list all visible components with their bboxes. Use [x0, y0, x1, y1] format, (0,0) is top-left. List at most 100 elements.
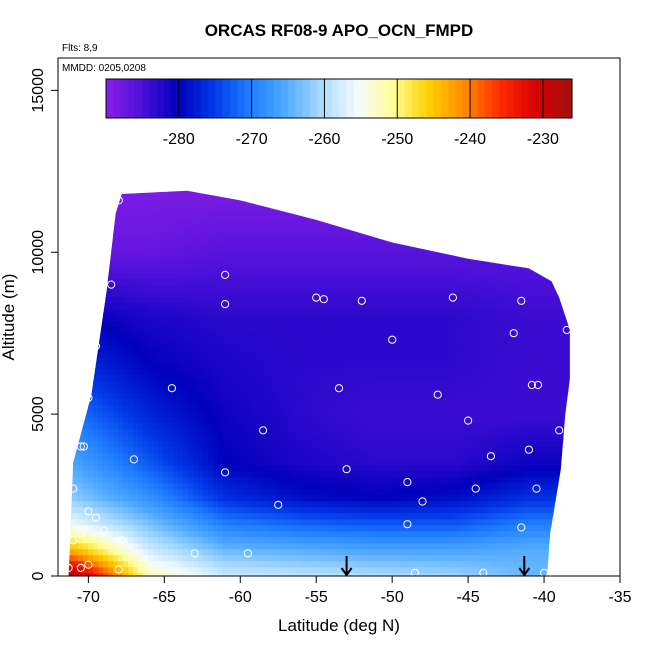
colorbar-segment	[535, 79, 544, 118]
colorbar-segment	[455, 79, 464, 118]
sample-point	[69, 536, 78, 545]
colorbar-segment	[193, 79, 202, 118]
y-tick-label: 10000	[30, 230, 47, 275]
flights-note: Flts: 8,9	[62, 43, 98, 54]
sample-point	[517, 296, 526, 305]
colorbar-segment	[521, 79, 529, 118]
colorbar-segment	[157, 79, 165, 118]
x-tick-label: -55	[305, 589, 328, 606]
colorbar-segment	[470, 79, 478, 118]
sample-point	[76, 442, 85, 451]
colorbar-segment	[200, 79, 209, 118]
colorbar-segment	[309, 79, 318, 118]
colorbar-tick-label: -280	[163, 131, 195, 148]
sample-point	[129, 455, 138, 464]
sample-point	[418, 497, 427, 506]
colorbar-segment	[149, 79, 158, 118]
x-tick-label: -50	[381, 589, 404, 606]
sample-point	[91, 342, 101, 351]
sample-point	[243, 549, 252, 558]
colorbar-segment	[499, 79, 508, 118]
sample-point	[342, 465, 351, 474]
x-tick-label: -35	[608, 589, 631, 606]
colorbar-segment	[317, 79, 326, 118]
colorbar-tick-label: -260	[308, 131, 340, 148]
colorbar-tick-label: -250	[381, 131, 413, 148]
colorbar-segment	[186, 79, 194, 118]
colorbar-segment	[164, 79, 173, 118]
y-tick-label: 0	[30, 571, 47, 580]
colorbar-segment	[106, 79, 114, 118]
sample-point	[259, 426, 268, 435]
sample-point	[403, 520, 412, 529]
sample-point	[274, 500, 283, 509]
colorbar-segment	[375, 79, 384, 118]
colorbar-segment	[346, 79, 355, 118]
sample-point	[533, 380, 543, 390]
sample-point	[562, 325, 571, 335]
colorbar-segment	[178, 79, 187, 118]
sample-point	[532, 484, 541, 493]
colorbar-segment	[528, 79, 537, 118]
colorbar-segment	[564, 79, 573, 118]
colorbar-segment	[397, 79, 406, 118]
y-tick-label: 5000	[30, 396, 47, 432]
colorbar-segment	[419, 79, 427, 118]
sample-point	[84, 507, 93, 516]
sample-point	[91, 513, 101, 522]
sample-point	[319, 295, 328, 304]
colorbar-tick-label: -270	[236, 131, 268, 148]
sample-point	[107, 280, 116, 289]
flight-arrow-head	[518, 567, 531, 577]
x-tick-label: -65	[153, 589, 176, 606]
colorbar-segment	[433, 79, 442, 118]
sample-point	[221, 300, 230, 309]
sample-point	[357, 296, 366, 305]
sample-point	[555, 283, 564, 292]
x-tick-label: -70	[77, 589, 100, 606]
sample-point	[84, 560, 93, 569]
sample-point	[527, 380, 537, 390]
colorbar-segment	[440, 79, 449, 118]
colorbar-segment	[513, 79, 522, 118]
y-axis: 0 5000 10000 15000	[30, 68, 58, 580]
colorbar-segment	[113, 79, 122, 118]
colorbar-segment	[207, 79, 216, 118]
colorbar-segment	[448, 79, 457, 118]
sample-point	[555, 426, 564, 435]
colorbar-tick-label: -230	[527, 131, 559, 148]
colorbar-segment	[266, 79, 275, 118]
sample-point	[167, 384, 176, 393]
sample-point	[76, 529, 85, 539]
colorbar-segment	[353, 79, 362, 118]
colorbar-segment	[273, 79, 282, 118]
colorbar-segment	[280, 79, 289, 118]
flight-arrow-head	[340, 567, 353, 577]
colorbar-segment	[142, 79, 151, 118]
sample-point	[509, 329, 518, 338]
colorbar-segment	[404, 79, 413, 118]
sample-point	[114, 565, 123, 574]
colorbar-segment	[171, 79, 180, 118]
colorbar-segment	[477, 79, 486, 118]
heatmap-field	[68, 190, 570, 576]
colorbar-segment	[258, 79, 267, 118]
sample-point	[76, 563, 85, 573]
sample-point	[334, 384, 344, 393]
dates-note: MMDD: 0205,0208	[62, 63, 146, 74]
colorbar: -280 -270 -260 -250 -240 -230	[105, 78, 573, 148]
colorbar-segment	[506, 79, 515, 118]
sample-point	[433, 390, 442, 399]
sample-point	[517, 523, 526, 532]
colorbar-segment	[127, 79, 136, 118]
colorbar-segment	[339, 79, 347, 118]
colorbar-segment	[557, 79, 566, 118]
colorbar-segment	[382, 79, 391, 118]
colorbar-segment	[251, 79, 260, 118]
colorbar-segment	[302, 79, 311, 118]
chart-title: ORCAS RF08-9 APO_OCN_FMPD	[205, 21, 474, 40]
colorbar-segment	[484, 79, 493, 118]
colorbar-segment	[360, 79, 369, 118]
sample-point	[64, 563, 73, 573]
